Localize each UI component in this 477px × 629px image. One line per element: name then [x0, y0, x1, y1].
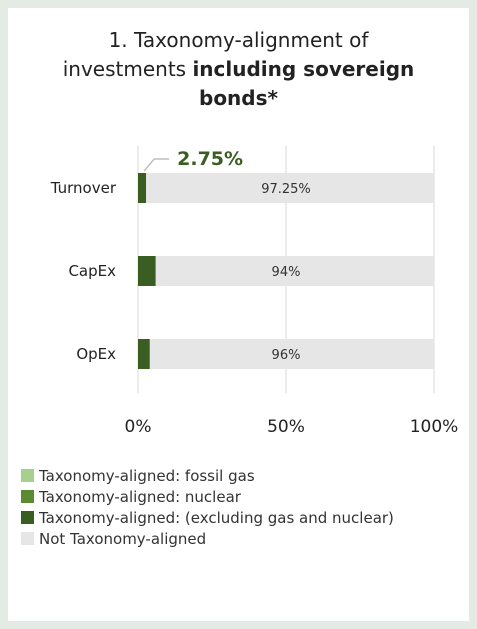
bar-value-label: 94%: [272, 265, 301, 280]
bar-value-label: 96%: [272, 348, 301, 363]
x-tick-label: 50%: [267, 417, 305, 437]
legend-swatch: [21, 532, 34, 545]
title-line-2: investments including sovereign: [8, 55, 469, 84]
legend-label: Taxonomy-aligned: fossil gas: [39, 466, 255, 485]
bar-turnover-series-2: [138, 173, 147, 203]
legend-item: Taxonomy-aligned: (excluding gas and nuc…: [21, 507, 394, 528]
chart-title: 1. Taxonomy-alignment of investments inc…: [8, 26, 469, 113]
bar-chart: Turnover 97.25% CapEx 94% OpEx 96% 2.75% 0% 50% 1…: [50, 146, 459, 437]
legend-item: Taxonomy-aligned: nuclear: [21, 486, 394, 507]
bar-opex-series-3: [149, 339, 434, 369]
legend-label: Taxonomy-aligned: (excluding gas and nuc…: [39, 508, 394, 527]
category-label: OpEx: [76, 345, 116, 363]
title-line-2-bold: including sovereign: [192, 57, 415, 81]
x-tick-label: 0%: [125, 417, 152, 437]
bar-turnover-series-3: [146, 173, 434, 203]
x-tick-label: 100%: [410, 417, 459, 437]
title-line-2-normal: investments: [62, 57, 187, 81]
chart-card: 1. Taxonomy-alignment of investments inc…: [8, 8, 469, 621]
title-line-3: bonds*: [199, 86, 278, 110]
legend-swatch: [21, 490, 34, 503]
chart-legend: Taxonomy-aligned: fossil gas Taxonomy-ali…: [21, 465, 394, 549]
bar-capex-series-3: [155, 256, 434, 286]
legend-item: Not Taxonomy-aligned: [21, 528, 394, 549]
legend-label: Not Taxonomy-aligned: [39, 529, 207, 548]
callout-leader-line: [143, 158, 170, 172]
category-label: CapEx: [68, 262, 116, 280]
title-line-1: 1. Taxonomy-alignment of: [108, 28, 369, 52]
bar-opex-series-2: [138, 339, 150, 369]
legend-swatch: [21, 469, 34, 482]
bar-value-label: 97.25%: [261, 182, 311, 197]
legend-item: Taxonomy-aligned: fossil gas: [21, 465, 394, 486]
callout-value: 2.75%: [177, 148, 243, 170]
category-label: Turnover: [50, 179, 117, 197]
legend-swatch: [21, 511, 34, 524]
bar-capex-series-2: [138, 256, 156, 286]
legend-label: Taxonomy-aligned: nuclear: [39, 487, 241, 506]
